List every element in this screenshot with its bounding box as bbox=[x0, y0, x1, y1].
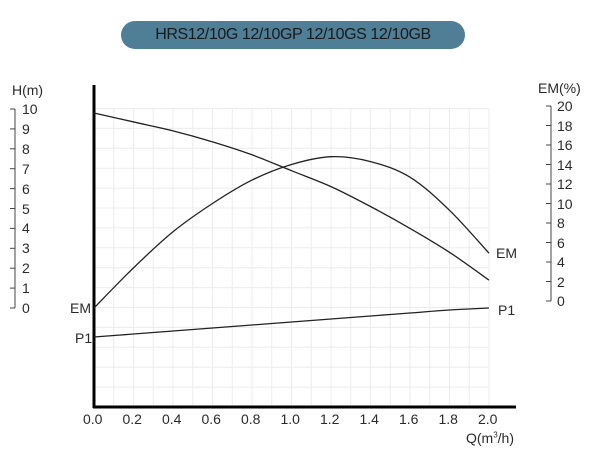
left-tick-label: 5 bbox=[22, 200, 30, 217]
left-tick-label: 9 bbox=[22, 120, 30, 137]
right-tick-label: 8 bbox=[557, 215, 565, 231]
left-tick-label: 2 bbox=[22, 260, 30, 277]
x-tick-label: 1.6 bbox=[399, 411, 419, 427]
right-tick-label: 2 bbox=[557, 273, 565, 290]
x-tick-label: 1.0 bbox=[280, 411, 300, 427]
left-tick-label: 4 bbox=[22, 220, 30, 237]
h-curve bbox=[93, 112, 490, 281]
left-tick-label: 6 bbox=[22, 180, 30, 197]
right-tick-label: 20 bbox=[557, 98, 573, 114]
right-tick-label: 18 bbox=[557, 117, 573, 134]
p1-curve-end-label: P1 bbox=[498, 302, 516, 318]
right-tick-label: 16 bbox=[557, 137, 573, 153]
left-tick-label: 7 bbox=[22, 160, 30, 177]
right-axis-label: EM(%) bbox=[538, 80, 581, 96]
right-tick-label: 4 bbox=[557, 254, 565, 270]
em-curve-end-label: EM bbox=[496, 245, 517, 261]
right-tick-label: 6 bbox=[557, 234, 565, 251]
left-tick-label: 3 bbox=[22, 240, 30, 257]
left-tick-label: 8 bbox=[22, 140, 30, 157]
left-tick-label: 0 bbox=[22, 300, 30, 316]
em-curve bbox=[93, 155, 490, 309]
right-tick-label: 12 bbox=[557, 176, 573, 192]
x-tick-label: 1.8 bbox=[438, 411, 458, 427]
x-tick-label: 0.8 bbox=[241, 411, 261, 427]
x-tick-label: 0.6 bbox=[201, 411, 221, 427]
chart-title: HRS12/10G 12/10GP 12/10GS 12/10GB bbox=[121, 21, 465, 49]
right-tick-label: 14 bbox=[557, 156, 573, 173]
right-tick-label: 10 bbox=[557, 195, 573, 212]
p1-curve bbox=[93, 307, 490, 338]
p1-curve-start-label: P1 bbox=[75, 330, 93, 346]
x-tick-label: 0.0 bbox=[83, 411, 103, 427]
em-curve-start-label: EM bbox=[70, 300, 91, 316]
right-tick-label: 0 bbox=[557, 293, 565, 309]
x-tick-label: 0.4 bbox=[162, 411, 182, 427]
x-tick-label: 1.4 bbox=[359, 411, 379, 427]
left-tick-label: 10 bbox=[22, 101, 38, 117]
x-tick-label: 0.2 bbox=[122, 411, 142, 427]
left-tick-label: 1 bbox=[22, 280, 30, 297]
x-axis-label: Q(m3/h) bbox=[466, 430, 515, 446]
left-axis-label: H(m) bbox=[12, 82, 44, 98]
x-tick-label: 1.2 bbox=[320, 411, 340, 427]
x-tick-label: 2.0 bbox=[478, 411, 498, 427]
